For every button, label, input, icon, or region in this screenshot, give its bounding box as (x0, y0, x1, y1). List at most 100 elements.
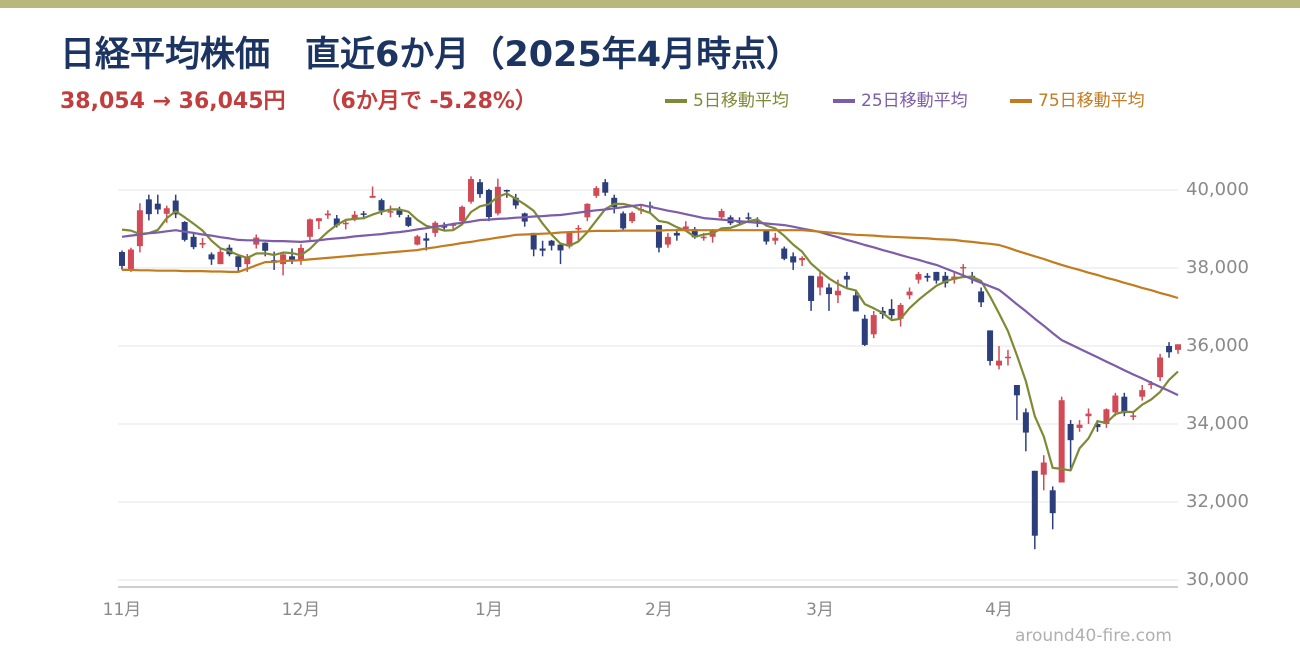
x-tick-label: 11月 (103, 600, 142, 620)
candle-body (1148, 383, 1155, 385)
candle-body (888, 308, 895, 316)
candle-body (629, 212, 636, 222)
candle-body (1022, 412, 1029, 433)
candle-body (772, 237, 779, 241)
candle-body (136, 210, 143, 247)
candle-body (351, 214, 358, 220)
candle-body (1103, 409, 1110, 424)
x-tick-label: 1月 (475, 600, 503, 620)
candle-body (915, 274, 922, 280)
candle-body (512, 197, 519, 206)
candle-body (817, 276, 824, 288)
candle-body (423, 238, 430, 241)
source: around40-fire.com (1015, 626, 1172, 646)
legend-label: 25日移動平均 (861, 91, 968, 111)
candle-body (906, 291, 913, 296)
y-tick-label: 38,000 (1186, 257, 1249, 278)
candle-body (208, 254, 215, 260)
candle-body (1085, 413, 1092, 417)
candle-body (324, 213, 331, 216)
candle-body (987, 330, 994, 361)
candle-body (978, 291, 985, 303)
candle-body (834, 290, 841, 296)
candle-body (924, 275, 931, 278)
y-tick-label: 30,000 (1186, 569, 1249, 590)
legend-label: 75日移動平均 (1038, 91, 1145, 111)
candle-body (1175, 344, 1181, 350)
x-tick-label: 4月 (985, 600, 1013, 620)
candle-body (942, 275, 949, 284)
candle-body (1076, 424, 1083, 428)
top-bar (0, 0, 1300, 8)
candle-body (530, 232, 537, 250)
candle-body (799, 258, 806, 261)
candle-body (548, 240, 555, 246)
candle-body (199, 242, 206, 245)
candle-body (870, 315, 877, 335)
candle-body (503, 190, 510, 192)
candle-body (1139, 390, 1146, 397)
candle-body (360, 213, 367, 215)
candle-body (1157, 357, 1164, 378)
candle-body (315, 218, 322, 222)
candle-body (494, 186, 501, 214)
x-tick-label: 3月 (806, 600, 834, 620)
ma-line (121, 192, 1179, 472)
candle-body (235, 256, 242, 267)
candle-body (960, 266, 967, 269)
candle-body (602, 182, 609, 193)
candle-body (306, 219, 313, 237)
legend-label: 5日移動平均 (693, 91, 789, 111)
y-tick-label: 36,000 (1186, 335, 1249, 356)
candle-body (289, 256, 296, 260)
candle-body (154, 203, 161, 210)
candle-body (127, 249, 134, 270)
candle-body (1031, 470, 1038, 536)
candle-body (843, 275, 850, 280)
candle-body (700, 236, 707, 239)
y-tick-label: 32,000 (1186, 491, 1249, 512)
candle-body (1121, 396, 1128, 414)
candle-body (396, 209, 403, 215)
candle-body (190, 236, 197, 248)
candle-body (1049, 490, 1056, 514)
candle-body (611, 197, 618, 207)
candle-body (1094, 424, 1101, 428)
candle-body (655, 225, 662, 248)
candle-body (852, 295, 859, 312)
candle-body (405, 217, 412, 226)
ma-line (121, 203, 1179, 397)
candle-body (781, 248, 788, 259)
chart-title: 日経平均株価 直近6か月（2025年4月時点） (60, 35, 801, 75)
candle-body (790, 256, 797, 263)
y-tick-label: 40,000 (1186, 179, 1249, 200)
candle-body (1058, 400, 1065, 483)
candle-body (566, 232, 573, 247)
candle-body (996, 360, 1003, 366)
candle-body (1112, 395, 1119, 413)
candle-body (414, 236, 421, 245)
candle-body (163, 208, 170, 214)
candle-body (342, 222, 349, 225)
candle-body (539, 248, 546, 251)
candle-body (476, 182, 483, 195)
x-tick-label: 2月 (645, 600, 673, 620)
ma-line (122, 229, 1179, 300)
candle-body (280, 254, 287, 265)
y-tick-label: 34,000 (1186, 413, 1249, 434)
candle-body (763, 230, 770, 242)
candle-body (244, 256, 251, 265)
candle-body (557, 244, 564, 251)
candle-body (1040, 462, 1047, 475)
candle-body (593, 188, 600, 196)
candle-body (808, 275, 815, 301)
candle-body (682, 226, 689, 229)
candle-body (387, 211, 394, 213)
candle-body (575, 227, 582, 230)
x-tick-label: 12月 (282, 600, 321, 620)
candle-body (933, 271, 940, 281)
candle-body (262, 242, 269, 251)
candle-body (664, 236, 671, 245)
